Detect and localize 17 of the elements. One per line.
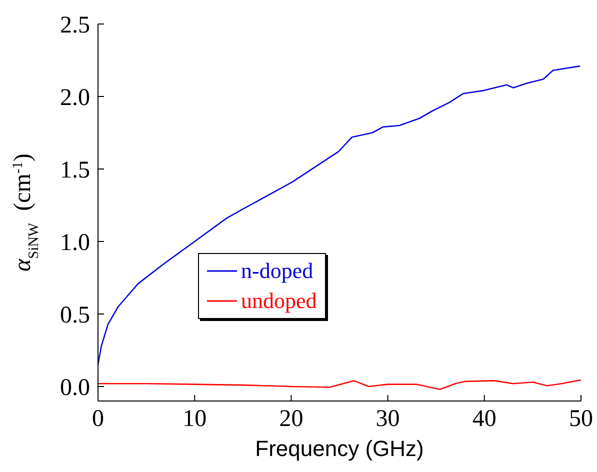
legend-label: undoped [241, 287, 317, 315]
x-tick-label: 30 [376, 406, 400, 432]
x-tick-label: 40 [472, 406, 496, 432]
y-tick-label: 2.5 [60, 12, 90, 39]
line-series [98, 379, 581, 390]
legend-label: n-doped [241, 257, 314, 285]
x-axis-title: Frequency (GHz) [255, 436, 424, 461]
line-series [98, 65, 581, 366]
y-tick-label: 1.0 [60, 230, 90, 256]
x-tick-label: 20 [279, 406, 304, 432]
x-tick-label: 0 [92, 406, 104, 432]
y-tick-label: 1.5 [60, 158, 90, 184]
y-tick-label: 2.0 [60, 85, 90, 112]
y-tick-label: 0.5 [60, 302, 90, 329]
y-tick-label: 0.0 [60, 375, 90, 402]
x-tick-label: 10 [182, 406, 207, 432]
x-tick-label: 50 [569, 406, 593, 432]
